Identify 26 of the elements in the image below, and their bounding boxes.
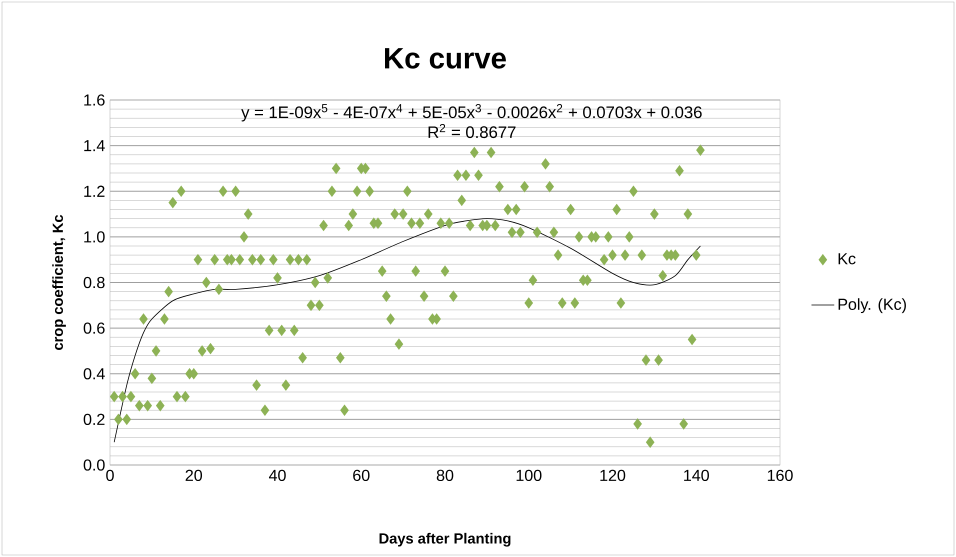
line-series <box>114 218 701 443</box>
x-axis-title: Days after Planting <box>380 532 510 547</box>
x-tick-label: 100 <box>516 470 542 482</box>
x-tick-label: 160 <box>768 470 793 482</box>
y-axis-title: crop coefficient, Kc <box>52 214 66 350</box>
y-tick-label: 0.2 <box>84 414 104 426</box>
x-tick-label: 140 <box>684 470 709 482</box>
y-tick-label: 0.4 <box>84 368 105 380</box>
legend-label: Poly. (Kc) <box>838 298 906 314</box>
y-tick-label: 1.6 <box>84 94 105 106</box>
x-tick-label: 60 <box>353 470 370 482</box>
x-tick-label: 120 <box>600 470 626 482</box>
text: y = 1E-09x$^{5}$ - 4E-07x$^{4}$ + 5E-05x$^{3}$ - 0.0026x$^{2}$ + 0.0703x + 0.036 <box>241 104 702 122</box>
legend-label: Kc <box>838 253 856 264</box>
x-tick-label: 0 <box>106 470 114 482</box>
y-tick-label: 1.4 <box>84 140 105 152</box>
x-tick-label: 80 <box>436 470 454 482</box>
x-tick-label: 20 <box>186 470 202 482</box>
y-tick-label: 1.0 <box>84 231 105 243</box>
annotation: R$^{2}$ = 0.8677 <box>428 124 516 138</box>
y-tick-label: 0.6 <box>84 322 105 334</box>
y-tick-label: 0.8 <box>84 276 105 288</box>
y-tick-label: 0.0 <box>84 459 105 471</box>
x-tick-label: 40 <box>268 470 286 482</box>
chart-title: Kc curve <box>385 48 506 69</box>
y-tick-label: 1.2 <box>84 186 104 197</box>
